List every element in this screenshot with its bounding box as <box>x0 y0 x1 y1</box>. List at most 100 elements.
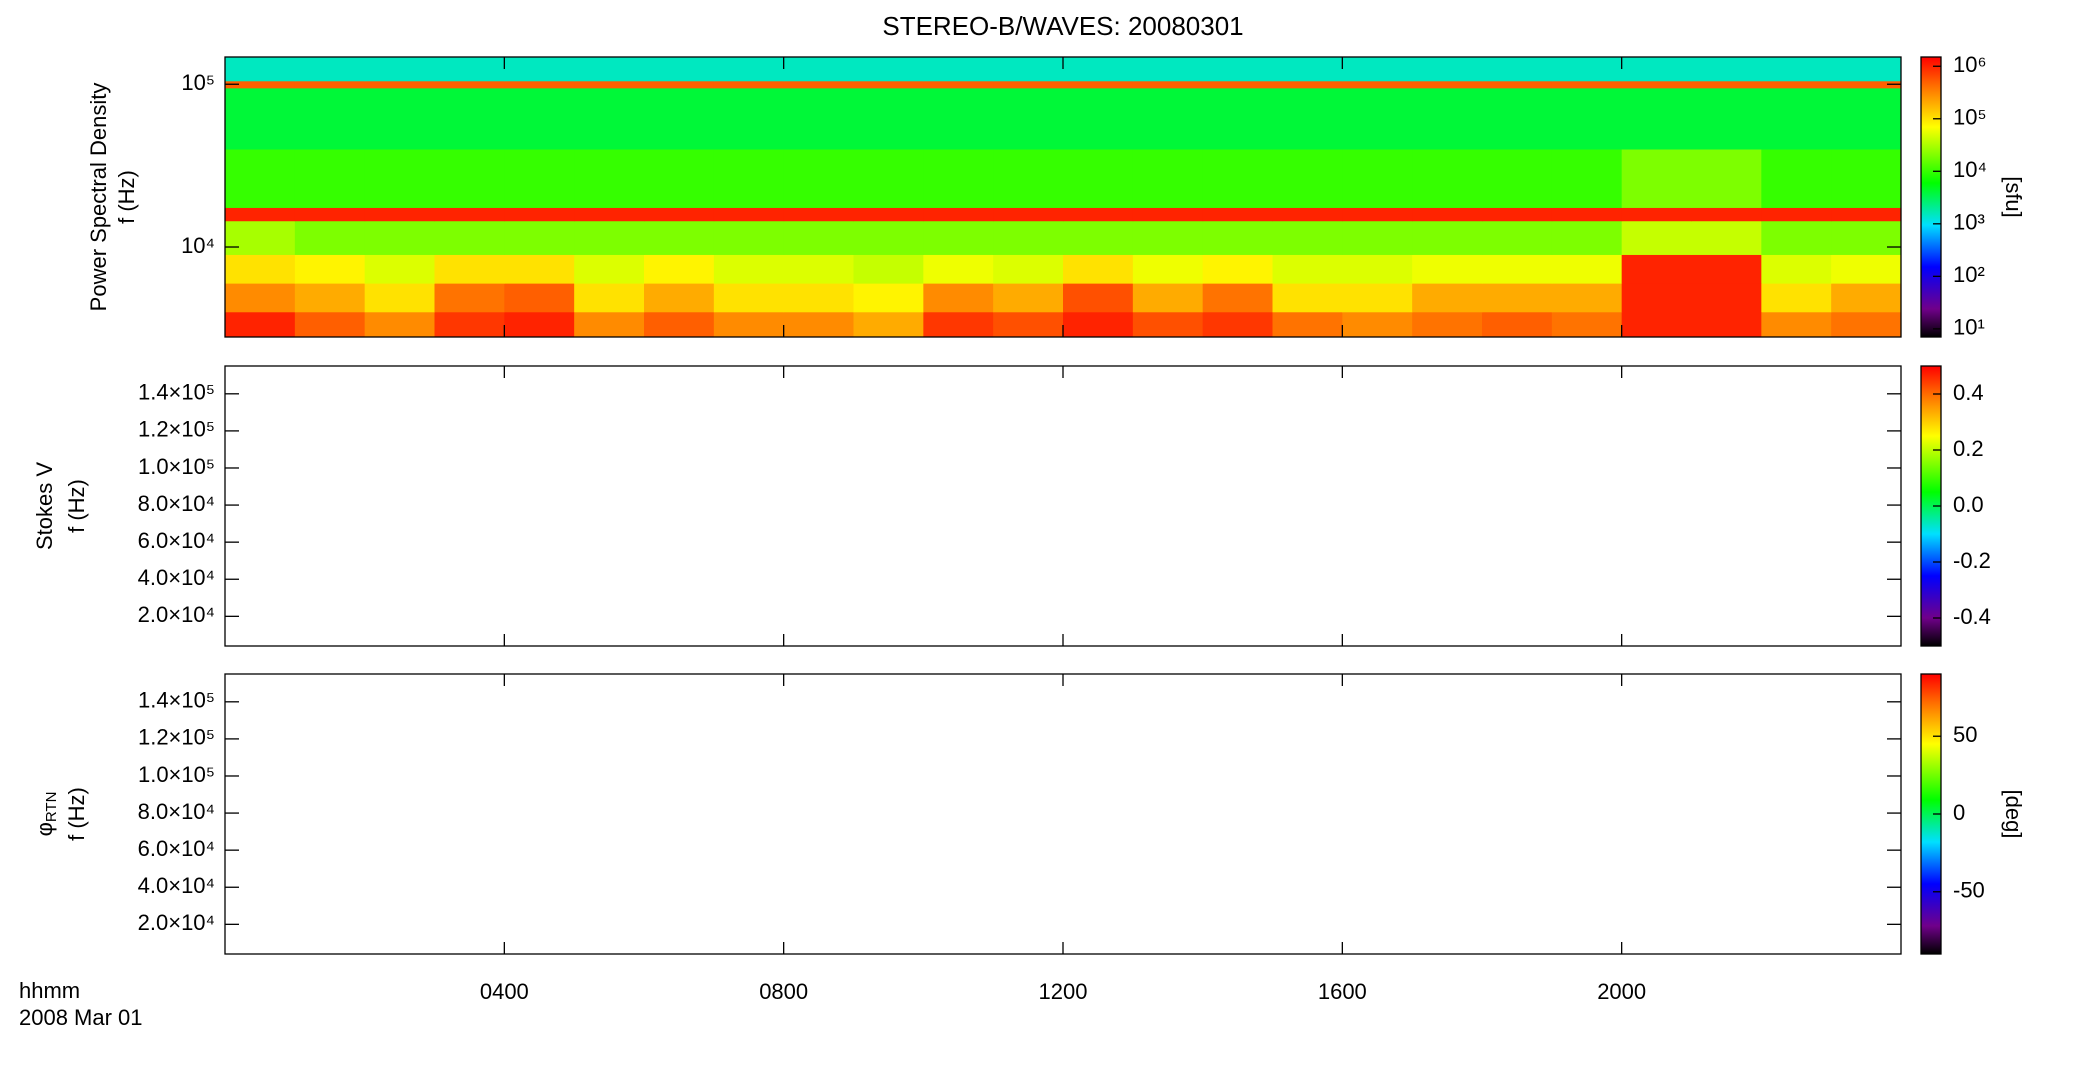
heat-cell <box>644 283 715 313</box>
heat-cell <box>1691 311 1762 338</box>
heat-cell <box>1831 57 1902 82</box>
heat-cell <box>1063 311 1134 338</box>
y-tick-label: 10⁵ <box>181 70 215 95</box>
heat-cell <box>783 311 854 338</box>
heat-cell <box>504 57 575 82</box>
heat-cell <box>1831 80 1902 89</box>
heat-cell <box>853 254 924 284</box>
heat-cell <box>1621 149 1692 208</box>
heat-cell <box>644 87 715 150</box>
heat-cell <box>1831 87 1902 150</box>
heat-cell <box>1621 254 1692 284</box>
heat-cell <box>1063 87 1134 150</box>
heat-cell <box>364 57 435 82</box>
heat-cell <box>225 311 296 338</box>
heat-cell <box>993 254 1064 284</box>
heat-cell <box>1063 254 1134 284</box>
heat-cell <box>993 80 1064 89</box>
heat-cell <box>1412 254 1483 284</box>
heat-cell <box>923 254 994 284</box>
x-tick-label: 1200 <box>1039 979 1088 1004</box>
colorbar-tick-label: -0.4 <box>1953 604 1991 629</box>
heat-cell <box>294 283 366 313</box>
heat-cell <box>1482 149 1553 208</box>
y-tick-label: 6.0×10⁴ <box>138 528 215 553</box>
heat-cell <box>1272 311 1343 338</box>
heat-cell <box>1551 311 1623 338</box>
heat-cell <box>574 149 645 208</box>
y-axis-label: Power Spectral Density <box>86 83 111 312</box>
heat-cell <box>1691 87 1762 150</box>
colorbar-tick-label: 0.4 <box>1953 380 1984 405</box>
colorbar-tick-label: 10¹ <box>1953 315 1985 340</box>
heat-cell <box>294 57 366 82</box>
heat-cell <box>713 87 785 150</box>
heat-cell <box>923 207 994 222</box>
heat-cell <box>1272 80 1343 89</box>
heat-cell <box>1342 80 1413 89</box>
heat-cell <box>574 207 645 222</box>
colorbar-tick-label: -0.2 <box>1953 548 1991 573</box>
heat-cell <box>1621 207 1692 222</box>
y-axis-label: Stokes V <box>32 462 57 550</box>
heat-cell <box>993 220 1064 255</box>
heat-cell <box>1761 220 1832 255</box>
heat-cell <box>1621 80 1692 89</box>
heat-cell <box>1482 311 1553 338</box>
heat-cell <box>1272 207 1343 222</box>
heat-cell <box>1831 311 1902 338</box>
heat-cell <box>1063 207 1134 222</box>
heat-cell <box>923 80 994 89</box>
heat-cell <box>1831 254 1902 284</box>
heat-cell <box>1761 254 1832 284</box>
heat-cell <box>993 87 1064 150</box>
y-tick-label: 1.0×10⁵ <box>138 454 215 479</box>
y-tick-label: 1.2×10⁵ <box>138 725 215 750</box>
heat-cell <box>1063 220 1134 255</box>
heat-cell <box>1551 254 1623 284</box>
heat-cell <box>713 207 785 222</box>
heat-cell <box>1831 220 1902 255</box>
heat-cell <box>783 57 854 82</box>
heat-cell <box>783 220 854 255</box>
heat-cell <box>504 207 575 222</box>
heat-cell <box>225 149 296 208</box>
heat-cell <box>434 207 505 222</box>
heat-cell <box>504 149 575 208</box>
y-tick-label: 1.4×10⁵ <box>138 688 215 713</box>
label-symbol: φ <box>32 822 57 836</box>
heat-cell <box>574 87 645 150</box>
y-tick-label: 1.4×10⁵ <box>138 380 215 405</box>
heat-cell <box>1482 57 1553 82</box>
heat-cell <box>1342 311 1413 338</box>
heat-cell <box>225 57 296 82</box>
heat-cell <box>434 254 505 284</box>
heat-cell <box>644 57 715 82</box>
colorbar-tick-label: 10⁵ <box>1953 105 1987 130</box>
heat-cell <box>783 87 854 150</box>
heat-cell <box>853 220 924 255</box>
heat-cell <box>294 311 366 338</box>
heat-cell <box>1132 57 1204 82</box>
heat-cell <box>1202 149 1273 208</box>
heat-cell <box>713 311 785 338</box>
colorbar-tick-label: -50 <box>1953 878 1985 903</box>
heat-cell <box>1063 149 1134 208</box>
heat-cell <box>1482 283 1553 313</box>
heat-cell <box>1761 80 1832 89</box>
heat-cell <box>225 87 296 150</box>
heat-cell <box>1272 254 1343 284</box>
heat-cell <box>1551 87 1623 150</box>
heat-cell <box>504 87 575 150</box>
heat-cell <box>1412 207 1483 222</box>
heat-cell <box>1202 311 1273 338</box>
heat-cell <box>993 311 1064 338</box>
heat-cell <box>225 220 296 255</box>
heat-cell <box>853 87 924 150</box>
heat-cell <box>993 57 1064 82</box>
heat-cell <box>434 311 505 338</box>
heat-cell <box>1202 220 1273 255</box>
heat-cell <box>1691 57 1762 82</box>
